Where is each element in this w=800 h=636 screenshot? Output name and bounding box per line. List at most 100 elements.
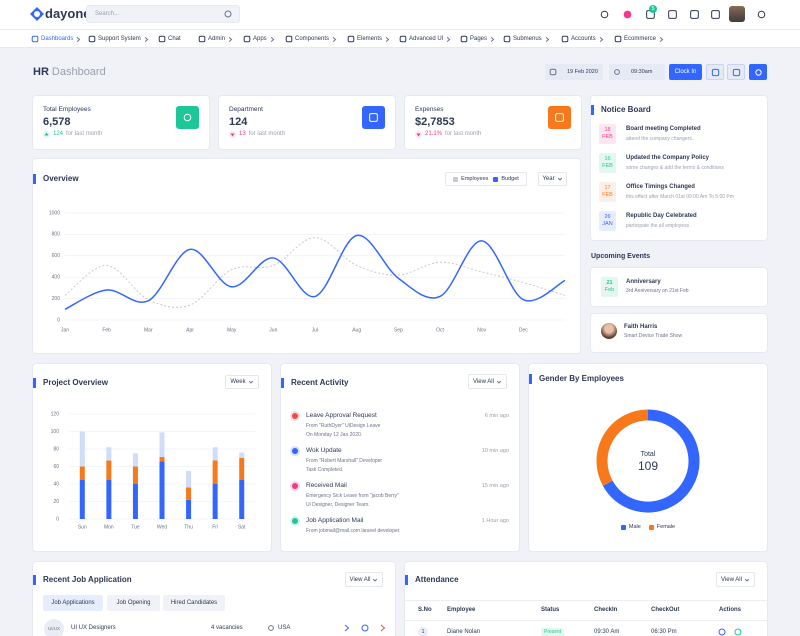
nav-label: Advanced UI xyxy=(409,36,444,42)
icon-shape xyxy=(614,35,622,43)
toolbar-icon-button[interactable] xyxy=(727,64,745,80)
toolbar-icon-button[interactable] xyxy=(749,64,767,80)
icon xyxy=(144,36,149,42)
icon xyxy=(614,35,622,43)
job-action-button[interactable] xyxy=(359,622,371,634)
view-all-button[interactable]: View All xyxy=(345,572,383,587)
icon-shape xyxy=(690,10,699,19)
date-picker[interactable]: 19 Feb 2020 xyxy=(545,64,603,80)
nav-item[interactable]: Pages xyxy=(460,34,496,44)
table-header: Actions xyxy=(719,607,742,613)
header-icon-button[interactable] xyxy=(687,7,702,22)
job-action-button[interactable] xyxy=(341,622,353,634)
stat-change: 21.1% for last month xyxy=(415,131,481,138)
dropdown-label: Week xyxy=(230,379,246,385)
icon xyxy=(158,35,166,43)
date-day: 17 xyxy=(604,185,611,191)
bar-segment xyxy=(106,447,112,461)
trend-arrow xyxy=(415,131,422,138)
notice-title: Updated the Company Policy xyxy=(626,155,710,161)
icon-shape xyxy=(744,578,750,582)
action-button[interactable] xyxy=(716,626,728,636)
stat-change-note: for last month xyxy=(66,131,103,137)
bar-segment xyxy=(239,457,245,480)
event-text: 3rd Anniversary on 21st Feb xyxy=(626,288,689,294)
y-tick-label: 1000 xyxy=(49,210,60,216)
settings-button[interactable] xyxy=(754,7,769,22)
icon xyxy=(614,69,620,75)
nav-item[interactable]: Apps xyxy=(243,34,276,44)
bar-segment xyxy=(132,466,138,484)
toolbar-icon-button[interactable] xyxy=(706,64,724,80)
header-icon-button[interactable] xyxy=(597,7,612,22)
nav-label: Submenus xyxy=(513,36,542,42)
icon xyxy=(243,35,251,43)
x-tick-label: Sun xyxy=(78,524,87,530)
nav-item[interactable]: Elements xyxy=(347,34,391,44)
button-label: View All xyxy=(473,378,494,385)
legend-label: Budget xyxy=(501,176,519,182)
view-all-button[interactable]: View All xyxy=(468,374,507,389)
legend-item: Male xyxy=(620,524,641,530)
event-card: 21 Feb Anniversary 3rd Anniversary on 21st … xyxy=(591,268,767,306)
icon-shape xyxy=(447,36,451,42)
icon-shape xyxy=(668,10,677,19)
nav-item[interactable]: Chat xyxy=(158,34,181,44)
tab[interactable]: Hired Candidates xyxy=(163,595,225,611)
icon-shape xyxy=(490,36,495,42)
overview-card: Overview Employees Budget Year 0 200 400 600 800… xyxy=(33,159,580,353)
tab[interactable]: Job Applications xyxy=(43,595,103,611)
dropdown[interactable]: Year xyxy=(538,172,567,186)
date-badge: 16 FEB xyxy=(599,153,616,173)
y-tick-label: 100 xyxy=(51,429,60,435)
icon-shape xyxy=(344,624,350,632)
table-cell: Diane Nolan xyxy=(447,629,481,635)
nav-item[interactable]: Support System xyxy=(88,34,150,44)
bar-segment xyxy=(186,470,192,488)
icon xyxy=(711,10,720,19)
action-button[interactable] xyxy=(732,626,744,636)
activity-text: From "Robert Marshall" Developer xyxy=(306,458,383,464)
header-icon-button[interactable] xyxy=(708,7,723,22)
nav-item[interactable]: Admin xyxy=(198,34,234,44)
nav-item[interactable]: Ecommerce xyxy=(614,34,665,44)
nav-item[interactable]: Accounts xyxy=(561,34,605,44)
status-badge: Present xyxy=(541,628,565,636)
view-all-button[interactable]: View All xyxy=(716,572,755,587)
icon xyxy=(385,36,390,42)
table-header-line xyxy=(405,620,767,621)
table-header: Employee xyxy=(447,607,476,613)
header-icon-button[interactable] xyxy=(665,7,680,22)
row-number: 1 xyxy=(418,627,428,636)
activity-dot xyxy=(292,413,298,419)
date-day: 18 xyxy=(604,127,611,133)
time-text: 09:30am xyxy=(631,69,653,75)
person-card: Faith Harris Smart Device Trade Show xyxy=(591,314,767,352)
x-tick-label: Jul xyxy=(312,327,318,333)
nav-item[interactable]: Advanced UI xyxy=(399,34,452,44)
button-label: View All xyxy=(721,576,742,583)
nav-item[interactable]: Submenus xyxy=(503,34,551,44)
icon-shape xyxy=(757,10,766,19)
activity-dot xyxy=(292,483,298,489)
icon xyxy=(757,10,766,19)
nav-item[interactable]: Components xyxy=(285,34,338,44)
icon xyxy=(380,624,386,632)
header-icon-button[interactable] xyxy=(620,7,635,22)
icon xyxy=(183,113,192,122)
table-header: CheckIn xyxy=(594,607,618,613)
job-location: USA xyxy=(278,625,291,631)
clock-in-button[interactable]: Clock In xyxy=(669,64,702,80)
avatar[interactable] xyxy=(729,6,745,22)
dropdown[interactable]: Week xyxy=(225,375,259,389)
icon xyxy=(31,35,39,43)
tab[interactable]: Job Opening xyxy=(107,595,160,611)
search-box[interactable]: Search... xyxy=(86,5,240,23)
time-picker[interactable]: 09:30am xyxy=(609,64,665,80)
title-accent xyxy=(33,174,36,184)
nav-label: Accounts xyxy=(571,36,596,42)
nav-item[interactable]: Dashboards xyxy=(31,34,82,44)
activity-time: 6 min ago xyxy=(484,413,509,419)
job-action-button[interactable] xyxy=(377,622,389,634)
